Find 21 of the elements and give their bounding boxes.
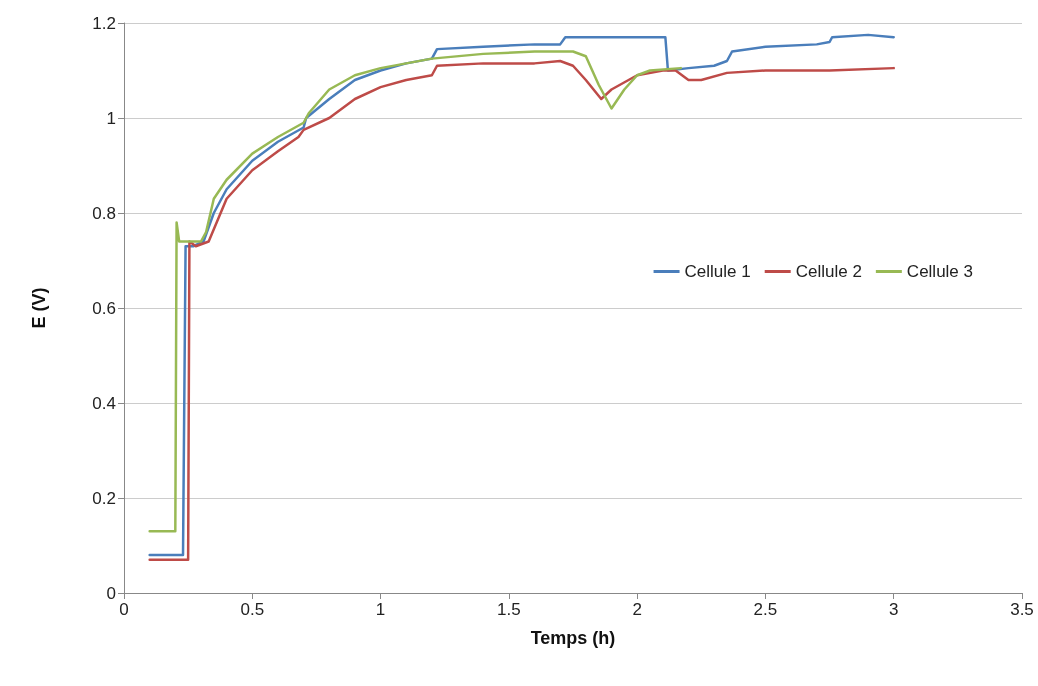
y-tick-label: 0.8 [92, 203, 116, 223]
y-tick-label: 0.2 [92, 488, 116, 508]
x-tick-label: 2 [632, 600, 642, 619]
x-tick-label: 1 [375, 600, 386, 619]
x-tick-label: 2.5 [753, 600, 778, 619]
y-tick-label: 0.6 [92, 298, 116, 318]
y-axis-title: E (V) [29, 287, 49, 329]
y-tick-label: 0.4 [92, 393, 116, 413]
x-tick-label: 1.5 [497, 600, 521, 619]
y-tick-label: 1 [106, 108, 116, 128]
x-tick-label: 0 [119, 600, 129, 619]
legend-label: Cellule 2 [795, 262, 862, 281]
x-axis-title: Temps (h) [530, 628, 616, 648]
y-tick-label: 0 [106, 583, 116, 603]
x-tick-label: 0.5 [240, 600, 265, 619]
line-series [148, 50, 683, 533]
y-tick-label: 1.2 [92, 13, 116, 33]
legend-label: Cellule 1 [684, 262, 751, 281]
x-tick-label: 3 [888, 600, 899, 619]
x-tick-label: 3.5 [1010, 600, 1034, 619]
legend-label: Cellule 3 [906, 262, 974, 281]
